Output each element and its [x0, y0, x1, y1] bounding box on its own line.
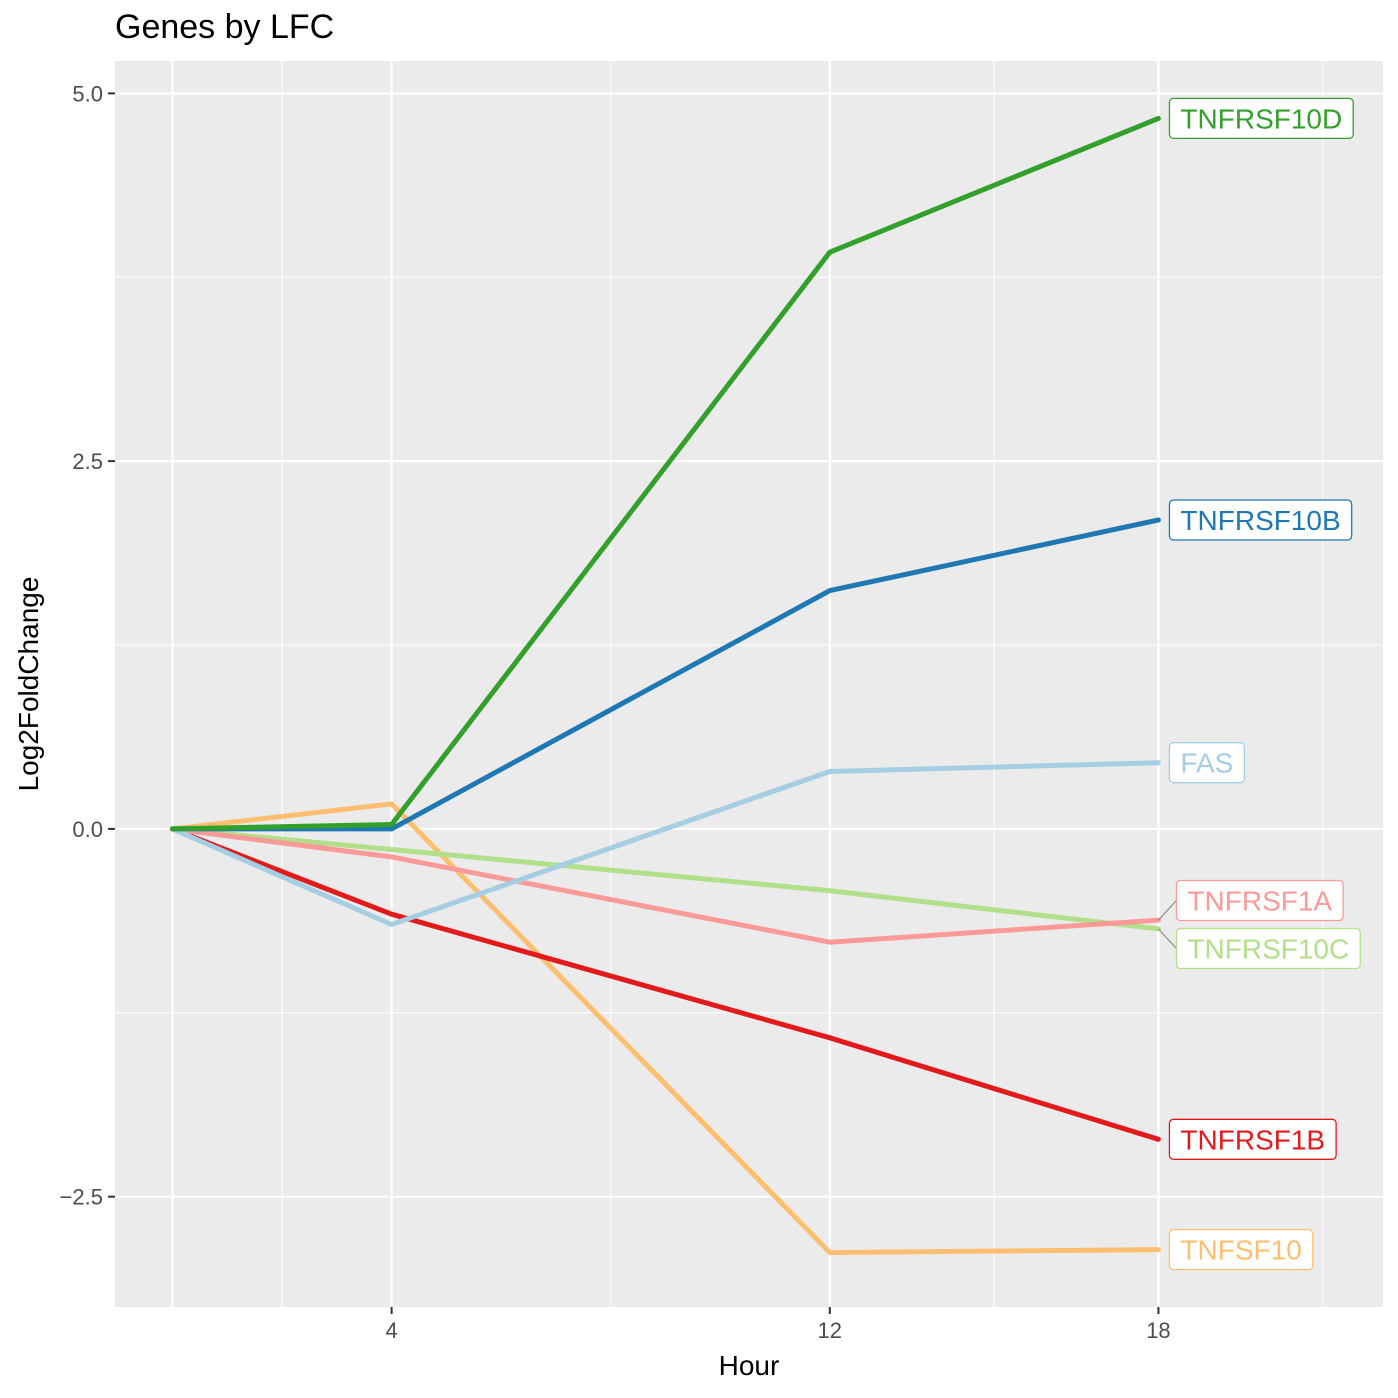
series-label-box: [1168, 1228, 1314, 1271]
label-connector: [1158, 928, 1177, 949]
major-gridlines: [115, 61, 1383, 1307]
series-label-text: TNFRSF10B: [1180, 505, 1340, 536]
label-connector: [1158, 900, 1177, 921]
x-axis-title: Hour: [719, 1350, 780, 1381]
series-line: [170, 826, 1161, 1142]
series-line: [170, 115, 1161, 832]
x-tick-label: 18: [1146, 1318, 1170, 1343]
series-label-text: FAS: [1180, 748, 1233, 779]
series-label-text: TNFRSF10D: [1180, 103, 1342, 134]
series-labels: TNFRSF10D TNFRSF10B FAS TNFRSF1A TNFRSF10C TN…: [1168, 97, 1361, 1271]
series-line: [170, 826, 1161, 932]
chart-title: Genes by LFC: [115, 8, 334, 46]
y-tick-label: 5.0: [72, 81, 103, 106]
series-label-text: TNFRSF1B: [1180, 1124, 1325, 1155]
series-label: TNFRSF1A: [1175, 879, 1344, 922]
x-tick-label: 4: [385, 1318, 397, 1343]
minor-gridlines: [115, 61, 1383, 1307]
series-label-box: [1168, 1118, 1337, 1160]
x-tick-label: 12: [818, 1318, 842, 1343]
series-label-text: TNFSF10: [1180, 1235, 1301, 1266]
series-lines: [170, 115, 1161, 1256]
series-label-box: [1168, 97, 1354, 140]
series-label-box: [1175, 879, 1344, 922]
series-label-text: TNFRSF1A: [1187, 886, 1332, 917]
series-line: [170, 801, 1161, 1256]
y-tick-label: 2.5: [72, 449, 103, 474]
series-label-text: TNFRSF10C: [1187, 934, 1349, 965]
series-label-box: [1168, 499, 1353, 541]
y-tick-label: −2.5: [60, 1185, 103, 1210]
series-label-box: [1168, 742, 1246, 784]
series-label: FAS: [1168, 742, 1246, 784]
series-label: TNFRSF10B: [1168, 499, 1353, 541]
series-label: TNFRSF10C: [1175, 927, 1361, 970]
label-connectors: [1158, 900, 1177, 949]
plot-panel: [115, 61, 1383, 1307]
series-label: TNFRSF10D: [1168, 97, 1354, 140]
tick-labels: 4 12 18 5.0 2.5 0.0 −2.5: [60, 81, 1171, 1343]
y-axis-title: Log2FoldChange: [13, 577, 44, 792]
series-line: [170, 826, 1161, 945]
series-label: TNFSF10: [1168, 1228, 1314, 1271]
series-label-box: [1175, 927, 1361, 970]
series-line: [170, 760, 1161, 927]
y-tick-label: 0.0: [72, 817, 103, 842]
axis-ticks: [108, 92, 1160, 1314]
series-label: TNFRSF1B: [1168, 1118, 1337, 1160]
